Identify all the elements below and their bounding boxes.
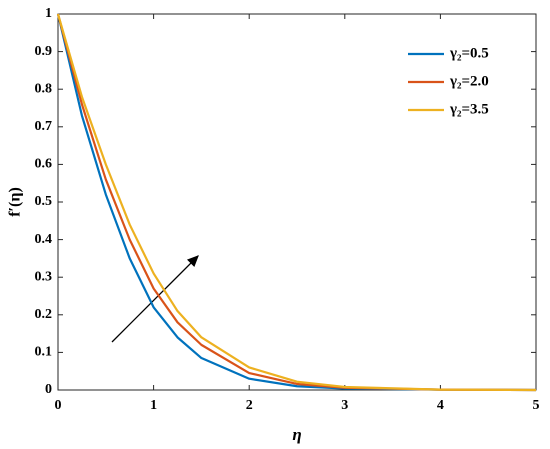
y-axis-label: f′(η) (7, 187, 24, 217)
y-tick-label: 0.4 (35, 232, 53, 247)
y-tick-label: 0.1 (35, 345, 53, 360)
y-tick-label: 0.7 (35, 119, 53, 134)
x-tick-label: 0 (55, 398, 62, 413)
y-tick-label: 0.8 (35, 81, 53, 96)
trend-arrow (111, 255, 199, 343)
y-tick-label: 0.2 (35, 307, 53, 322)
y-tick-label: 1 (45, 6, 52, 21)
y-tick-label: 0.9 (35, 44, 53, 59)
x-tick-label: 1 (150, 398, 157, 413)
legend-label: γ₂=2.0 (449, 73, 489, 89)
legend-label: γ₂=0.5 (449, 45, 489, 61)
legend-label: γ₂=3.5 (449, 101, 489, 117)
x-tick-label: 4 (437, 398, 444, 413)
y-tick-label: 0.5 (35, 194, 53, 209)
x-axis-label: η (292, 425, 301, 444)
x-tick-label: 3 (341, 398, 348, 413)
x-tick-label: 5 (533, 398, 540, 413)
y-tick-label: 0 (45, 382, 52, 397)
line-series (56, 13, 537, 392)
y-tick-label: 0.3 (35, 269, 53, 284)
x-tick-label: 2 (246, 398, 253, 413)
y-tick-label: 0.6 (35, 157, 53, 172)
